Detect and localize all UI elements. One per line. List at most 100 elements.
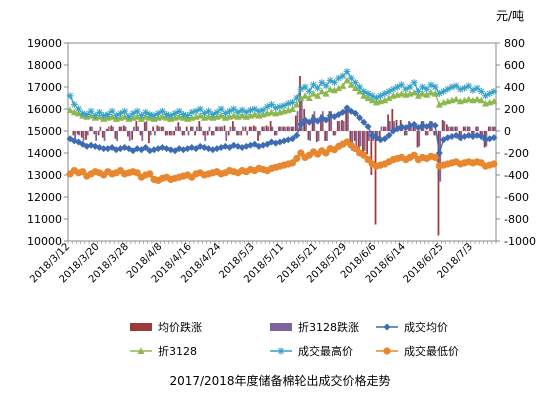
- bar-1: [187, 131, 190, 136]
- series-point-2: [100, 112, 108, 120]
- series-point-1: [205, 113, 213, 120]
- bar-1: [477, 126, 479, 131]
- series-point-1: [121, 113, 129, 120]
- bar-0: [110, 125, 113, 131]
- series-point-2: [146, 111, 154, 118]
- series-point-2: [268, 101, 276, 109]
- bar-0: [219, 126, 222, 131]
- series-point-2: [343, 68, 351, 76]
- bar-1: [258, 131, 261, 136]
- bar-0: [97, 131, 100, 136]
- series-point-2: [477, 87, 485, 95]
- series-point-2: [95, 108, 103, 116]
- legend-item: 均价跌涨: [130, 320, 202, 334]
- bar-0: [194, 131, 196, 136]
- bar-1: [95, 131, 98, 141]
- bar-0: [261, 126, 264, 131]
- right-tick-label: -600: [504, 191, 529, 204]
- bar-1: [263, 126, 265, 131]
- bar-0: [475, 126, 478, 131]
- bar-0: [173, 131, 175, 136]
- bar-0: [328, 111, 331, 131]
- bar-1: [200, 126, 202, 131]
- bar-0: [445, 124, 448, 131]
- bar-0: [492, 126, 494, 131]
- series-point-2: [66, 92, 74, 100]
- series-point-2: [389, 85, 397, 93]
- series-point-2: [158, 107, 166, 115]
- series-point-1: [217, 112, 225, 119]
- series-point-0: [381, 135, 389, 143]
- bar-1: [279, 126, 282, 131]
- bar-0: [349, 131, 352, 147]
- bar-0: [294, 115, 297, 131]
- bar-0: [89, 126, 92, 131]
- bar-0: [273, 131, 276, 136]
- bar-1: [103, 131, 106, 141]
- bar-0: [336, 121, 339, 131]
- chart-title: 2017/2018年度储备棉轮出成交价格走势: [169, 373, 390, 388]
- series-point-1: [339, 82, 347, 89]
- left-tick-label: 19000: [27, 37, 62, 50]
- bar-0: [106, 128, 108, 131]
- bar-0: [76, 131, 79, 135]
- series-point-1: [414, 92, 422, 99]
- bar-1: [233, 126, 236, 131]
- bar-0: [127, 131, 129, 137]
- bar-0: [248, 126, 251, 131]
- bar-1: [481, 131, 484, 136]
- bar-0: [101, 131, 104, 138]
- series-point-1: [309, 90, 317, 97]
- bar-0: [265, 125, 268, 131]
- left-tick-label: 11000: [27, 213, 62, 226]
- x-tick-label: 2018/6/25: [402, 241, 446, 285]
- series-point-2: [473, 84, 481, 92]
- bar-1: [166, 131, 169, 136]
- left-tick-label: 14000: [27, 147, 62, 160]
- bar-1: [246, 131, 249, 136]
- bar-0: [211, 131, 213, 136]
- bar-0: [85, 131, 87, 140]
- bar-1: [183, 131, 186, 136]
- series-point-2: [188, 108, 196, 116]
- series-point-1: [356, 87, 364, 95]
- bar-0: [185, 126, 188, 131]
- series-point-1: [419, 90, 427, 97]
- bar-1: [321, 111, 324, 131]
- bar-1: [170, 131, 173, 136]
- bar-0: [177, 122, 180, 131]
- series-point-1: [335, 84, 343, 92]
- bar-1: [225, 131, 228, 141]
- bar-0: [114, 131, 117, 139]
- left-tick-label: 16000: [27, 103, 62, 116]
- series-point-1: [343, 76, 351, 84]
- bar-0: [425, 131, 427, 136]
- series-point-0: [410, 120, 418, 128]
- series-point-1: [477, 96, 485, 104]
- bar-0: [244, 126, 247, 131]
- bar-1: [154, 131, 156, 136]
- series-point-0: [431, 122, 439, 129]
- series-point-0: [297, 120, 305, 128]
- bar-1: [120, 126, 123, 131]
- legend-label: 成交均价: [404, 320, 448, 334]
- bar-0: [315, 131, 318, 142]
- series-point-1: [305, 94, 313, 101]
- right-tick-label: -800: [504, 213, 529, 226]
- bar-0: [135, 121, 138, 131]
- bar-0: [450, 126, 452, 131]
- legend-label: 成交最高价: [298, 344, 353, 358]
- bar-0: [131, 131, 134, 140]
- series-point-1: [381, 96, 389, 104]
- left-tick-label: 17000: [27, 81, 62, 94]
- bar-0: [404, 131, 406, 136]
- series-point-2: [255, 107, 263, 115]
- left-tick-label: 15000: [27, 125, 62, 138]
- bar-1: [493, 126, 496, 131]
- bar-1: [195, 126, 198, 131]
- right-tick-label: 400: [504, 81, 525, 94]
- bar-0: [466, 126, 469, 131]
- bar-1: [250, 126, 253, 131]
- series-point-1: [368, 96, 376, 104]
- series-point-0: [339, 108, 347, 116]
